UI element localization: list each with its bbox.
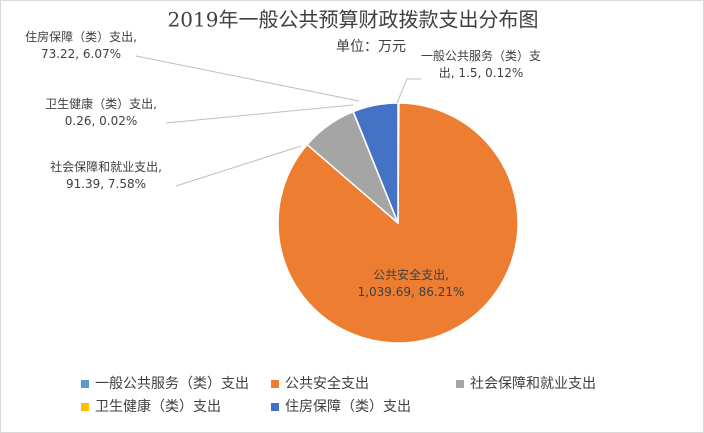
data-label: 一般公共服务（类）支出, 1.5, 0.12% xyxy=(421,49,542,80)
legend-label: 一般公共服务（类）支出 xyxy=(95,376,249,392)
data-label: 住房保障（类）支出, 73.22, 6.07% xyxy=(25,30,137,61)
leader-line xyxy=(396,78,421,104)
legend-marker xyxy=(81,380,89,388)
legend-marker xyxy=(271,403,279,411)
leader-line xyxy=(135,55,360,102)
data-label: 公共安全支出, 1,039.69, 86.21% xyxy=(357,268,465,299)
data-label: 社会保障和就业支出, 91.39, 7.58% xyxy=(50,160,162,191)
legend-label: 社会保障和就业支出 xyxy=(470,376,596,392)
legend-marker xyxy=(81,403,89,411)
leader-line xyxy=(165,104,354,124)
legend-marker xyxy=(456,380,464,388)
pie-slice xyxy=(352,102,399,224)
leader-line xyxy=(175,145,302,187)
legend-label: 公共安全支出 xyxy=(285,375,369,392)
chart-title: 2019年一般公共预算财政拨款支出分布图 xyxy=(168,8,539,32)
data-label: 卫生健康（类）支出, 0.26, 0.02% xyxy=(45,97,157,128)
legend-marker xyxy=(271,380,279,388)
chart-subtitle: 单位：万元 xyxy=(336,39,406,55)
legend-label: 卫生健康（类）支出 xyxy=(95,398,221,415)
legend-label: 住房保障（类）支出 xyxy=(285,399,411,415)
